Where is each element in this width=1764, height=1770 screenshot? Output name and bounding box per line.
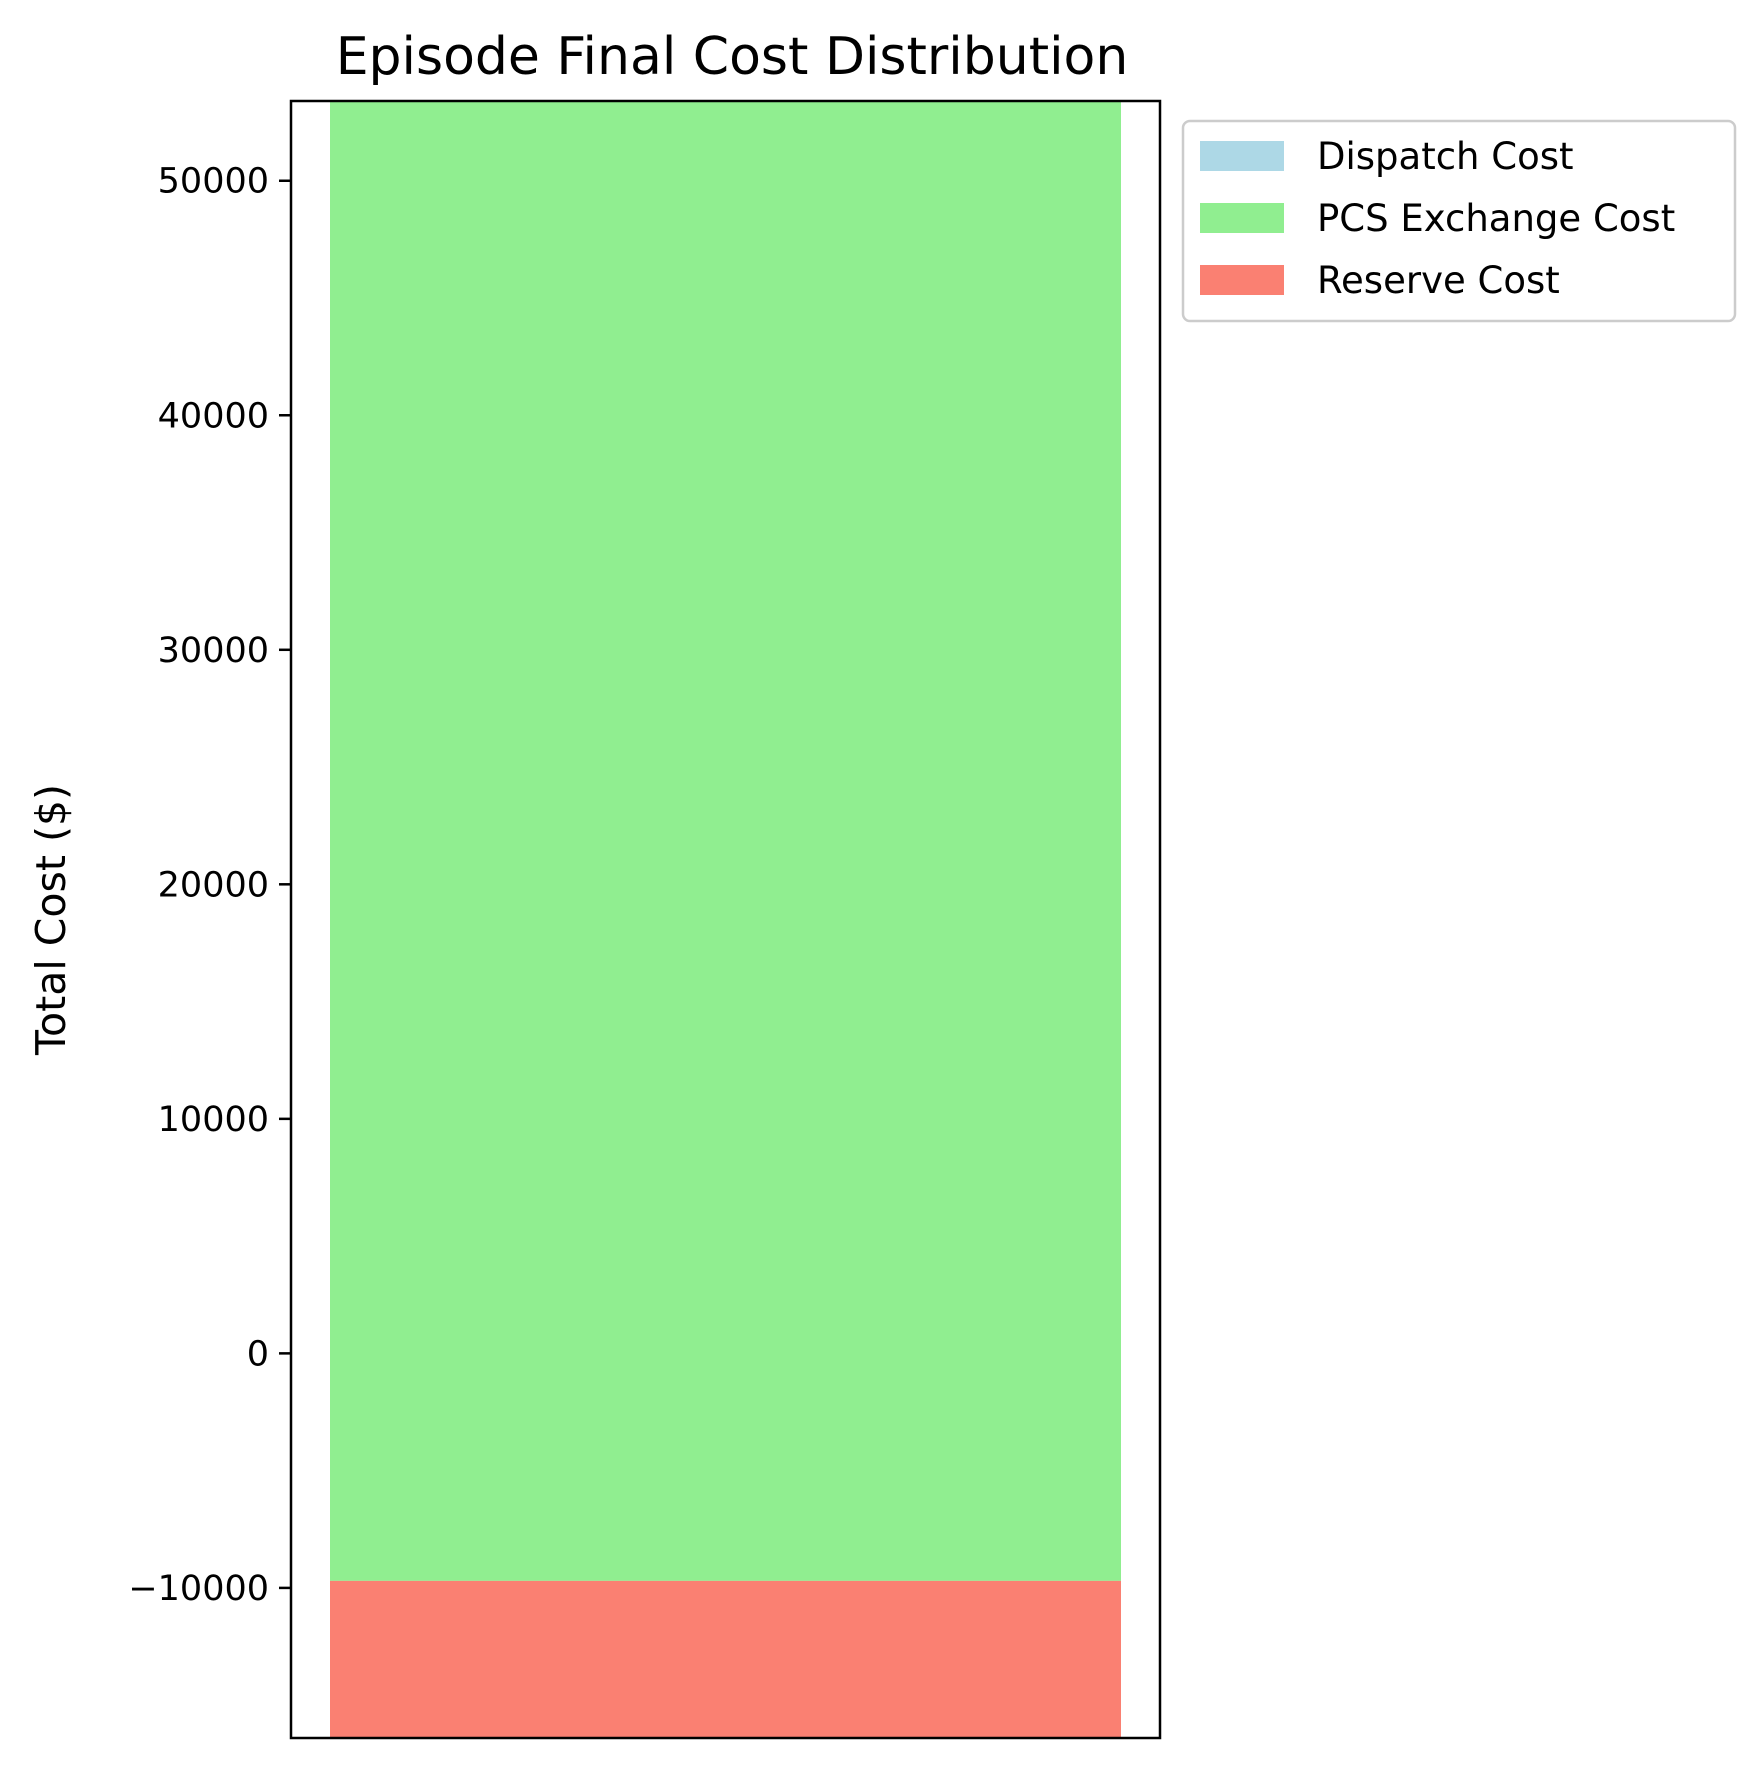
legend: Dispatch Cost PCS Exchange Cost Reserve Co… (1181, 119, 1737, 323)
y-tick-label: 10000 (158, 1100, 269, 1140)
plot-area-frame (289, 99, 1162, 1740)
bar-segment-pcs-exchange-cost (330, 101, 1121, 1581)
chart-title: Episode Final Cost Distribution (336, 27, 1129, 87)
legend-swatch (1200, 203, 1284, 233)
legend-box (1181, 119, 1737, 323)
legend-swatch (1200, 141, 1284, 171)
y-tick-label: 30000 (158, 631, 269, 671)
y-tick-label: 40000 (158, 396, 269, 436)
y-tick-label: −10000 (128, 1569, 269, 1609)
y-axis-ticks: −10000 0 10000 20000 30000 40000 50000 (128, 162, 291, 1609)
y-axis-label: Total Cost ($) (27, 784, 75, 1056)
bar-segment-reserve-cost (330, 1580, 1121, 1738)
y-tick-label: 50000 (158, 162, 269, 202)
legend-entry-label: PCS Exchange Cost (1317, 197, 1675, 240)
legend-entry-label: Dispatch Cost (1317, 135, 1574, 178)
legend-swatch (1200, 265, 1284, 295)
y-tick-label: 20000 (158, 865, 269, 905)
y-tick-label: 0 (247, 1334, 269, 1374)
legend-entry-label: Reserve Cost (1317, 259, 1560, 302)
bar-segments (330, 101, 1121, 1738)
